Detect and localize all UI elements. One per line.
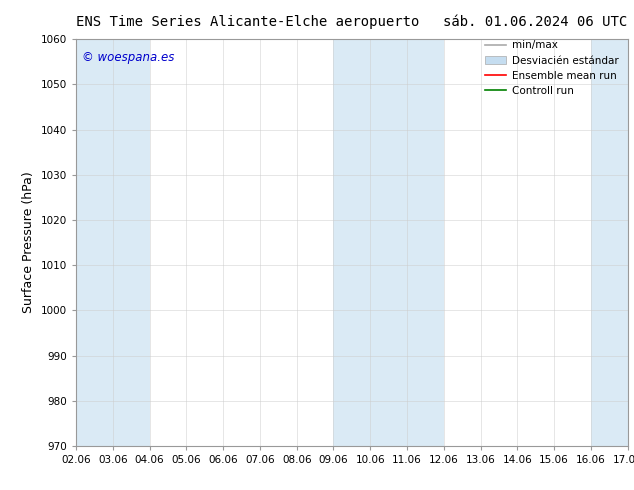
Text: © woespana.es: © woespana.es [82, 51, 174, 64]
Bar [591, 39, 628, 446]
Bar [333, 39, 444, 446]
Legend: min/max, Desviacién estándar, Ensemble mean run, Controll run: min/max, Desviacién estándar, Ensemble m… [481, 36, 623, 100]
Y-axis label: Surface Pressure (hPa): Surface Pressure (hPa) [22, 172, 36, 314]
Text: ENS Time Series Alicante-Elche aeropuerto: ENS Time Series Alicante-Elche aeropuert… [76, 15, 420, 29]
Text: sáb. 01.06.2024 06 UTC: sáb. 01.06.2024 06 UTC [443, 15, 628, 29]
Bar [76, 39, 150, 446]
